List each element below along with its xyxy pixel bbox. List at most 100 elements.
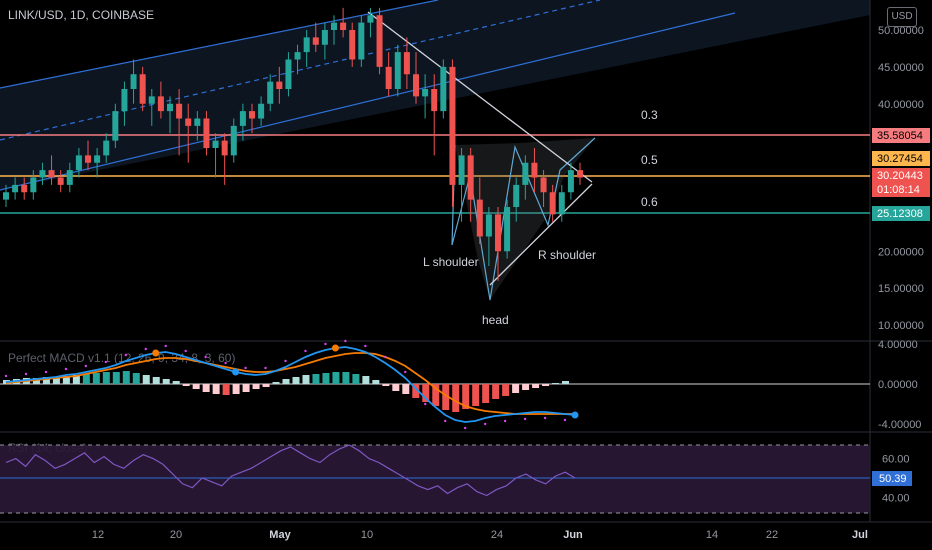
candle-body — [48, 170, 55, 178]
candle — [230, 118, 237, 163]
macd-dot — [304, 349, 307, 353]
rsi-tick: 60.00 — [882, 454, 910, 466]
macd-histogram-bar — [132, 373, 140, 384]
macd-histogram-bar — [562, 381, 570, 384]
macd-dot — [463, 426, 467, 430]
candle-body — [321, 30, 328, 45]
candle — [30, 170, 37, 200]
rsi-pane[interactable] — [5, 444, 576, 497]
candle — [21, 177, 28, 200]
candle-body — [267, 81, 274, 104]
macd-histogram-bar — [462, 384, 470, 409]
candle-body — [221, 140, 228, 156]
candle — [194, 111, 201, 141]
candle-body — [130, 74, 137, 89]
macd-dot — [224, 361, 227, 365]
macd-histogram-bar — [472, 384, 480, 406]
candle-body — [549, 192, 556, 215]
macd-axis: 4.00000 0.00000 -4.00000 — [878, 339, 921, 431]
macd-pane[interactable] — [3, 339, 579, 430]
candle-body — [403, 52, 410, 75]
time-tick: 14 — [706, 529, 718, 541]
candle — [485, 207, 492, 266]
macd-histogram-bar — [212, 384, 220, 394]
macd-histogram-bar — [222, 384, 230, 395]
candle — [157, 81, 164, 119]
candle — [130, 59, 137, 104]
macd-dot — [244, 366, 247, 370]
price-axis[interactable]: 50.0000045.0000040.0000030.0000020.00000… — [878, 25, 924, 332]
candle — [577, 162, 583, 185]
macd-histogram-bar — [92, 373, 100, 384]
candle-body — [212, 140, 219, 148]
candle — [458, 148, 465, 222]
candle — [39, 162, 46, 185]
candle — [267, 74, 274, 112]
candle-body — [485, 214, 492, 237]
candle — [258, 96, 265, 126]
triangle-upper-line[interactable] — [367, 11, 593, 183]
macd-dot — [4, 374, 8, 378]
candle — [221, 133, 228, 185]
macd-histogram-bar — [342, 372, 350, 384]
triangle-lower-line[interactable] — [489, 183, 593, 286]
candle-body — [367, 15, 374, 23]
rsi-axis: 60.00 40.00 — [882, 454, 910, 505]
macd-histogram-bar — [282, 379, 290, 384]
candle — [321, 22, 328, 60]
candle-body — [476, 199, 483, 237]
candle — [549, 184, 556, 222]
macd-dot — [483, 422, 487, 426]
macd-histogram-bar — [182, 384, 190, 386]
candle-body — [449, 66, 456, 185]
time-tick: 22 — [766, 529, 778, 541]
macd-histogram-bar — [512, 384, 520, 393]
candle-body — [194, 118, 201, 126]
countdown-text: 01:08:14 — [877, 184, 920, 196]
candle — [303, 30, 310, 67]
candle — [385, 52, 392, 97]
head-shoulders-outline[interactable] — [451, 137, 596, 301]
macd-dot — [64, 367, 68, 371]
candle-body — [376, 15, 383, 67]
candle-body — [148, 96, 155, 104]
candle-body — [94, 155, 101, 163]
macd-histogram-bar — [42, 377, 50, 384]
macd-histogram-bar — [362, 376, 370, 384]
high-marker-tag — [872, 151, 930, 166]
macd-signal-line — [5, 352, 575, 415]
candle — [294, 44, 301, 75]
macd-histogram-bar — [542, 384, 550, 386]
candle — [413, 52, 419, 104]
macd-histogram-bar — [332, 372, 340, 384]
resistance-tag-text: 35.58054 — [877, 130, 923, 142]
candle-body — [249, 111, 255, 119]
candle — [331, 15, 337, 45]
candle-body — [385, 66, 392, 89]
macd-histogram-bar — [152, 377, 160, 384]
candle-body — [103, 140, 110, 156]
candle-body — [331, 22, 337, 30]
macd-dot — [124, 353, 127, 357]
macd-histogram-bar — [372, 380, 380, 384]
time-axis[interactable]: 12 20 May 10 24 Jun 14 22 Jul — [92, 529, 868, 541]
macd-line — [5, 346, 576, 423]
macd-histogram-bar — [252, 384, 260, 389]
candle — [94, 148, 101, 178]
macd-cross-marker — [232, 368, 240, 376]
candle-body — [239, 111, 246, 126]
candle-body — [522, 162, 529, 185]
macd-cross-marker — [571, 411, 579, 419]
macd-histogram-bar — [352, 374, 360, 384]
candle-body — [413, 74, 419, 97]
currency-button[interactable]: USD — [887, 7, 917, 27]
macd-histogram-bar — [62, 376, 70, 384]
macd-histogram-bar — [382, 384, 390, 386]
fib-0.5-label: 0.5 — [641, 153, 658, 167]
candle — [176, 89, 183, 156]
time-tick: 12 — [92, 529, 104, 541]
macd-dot — [404, 370, 407, 374]
macd-histogram-bar — [272, 382, 280, 384]
